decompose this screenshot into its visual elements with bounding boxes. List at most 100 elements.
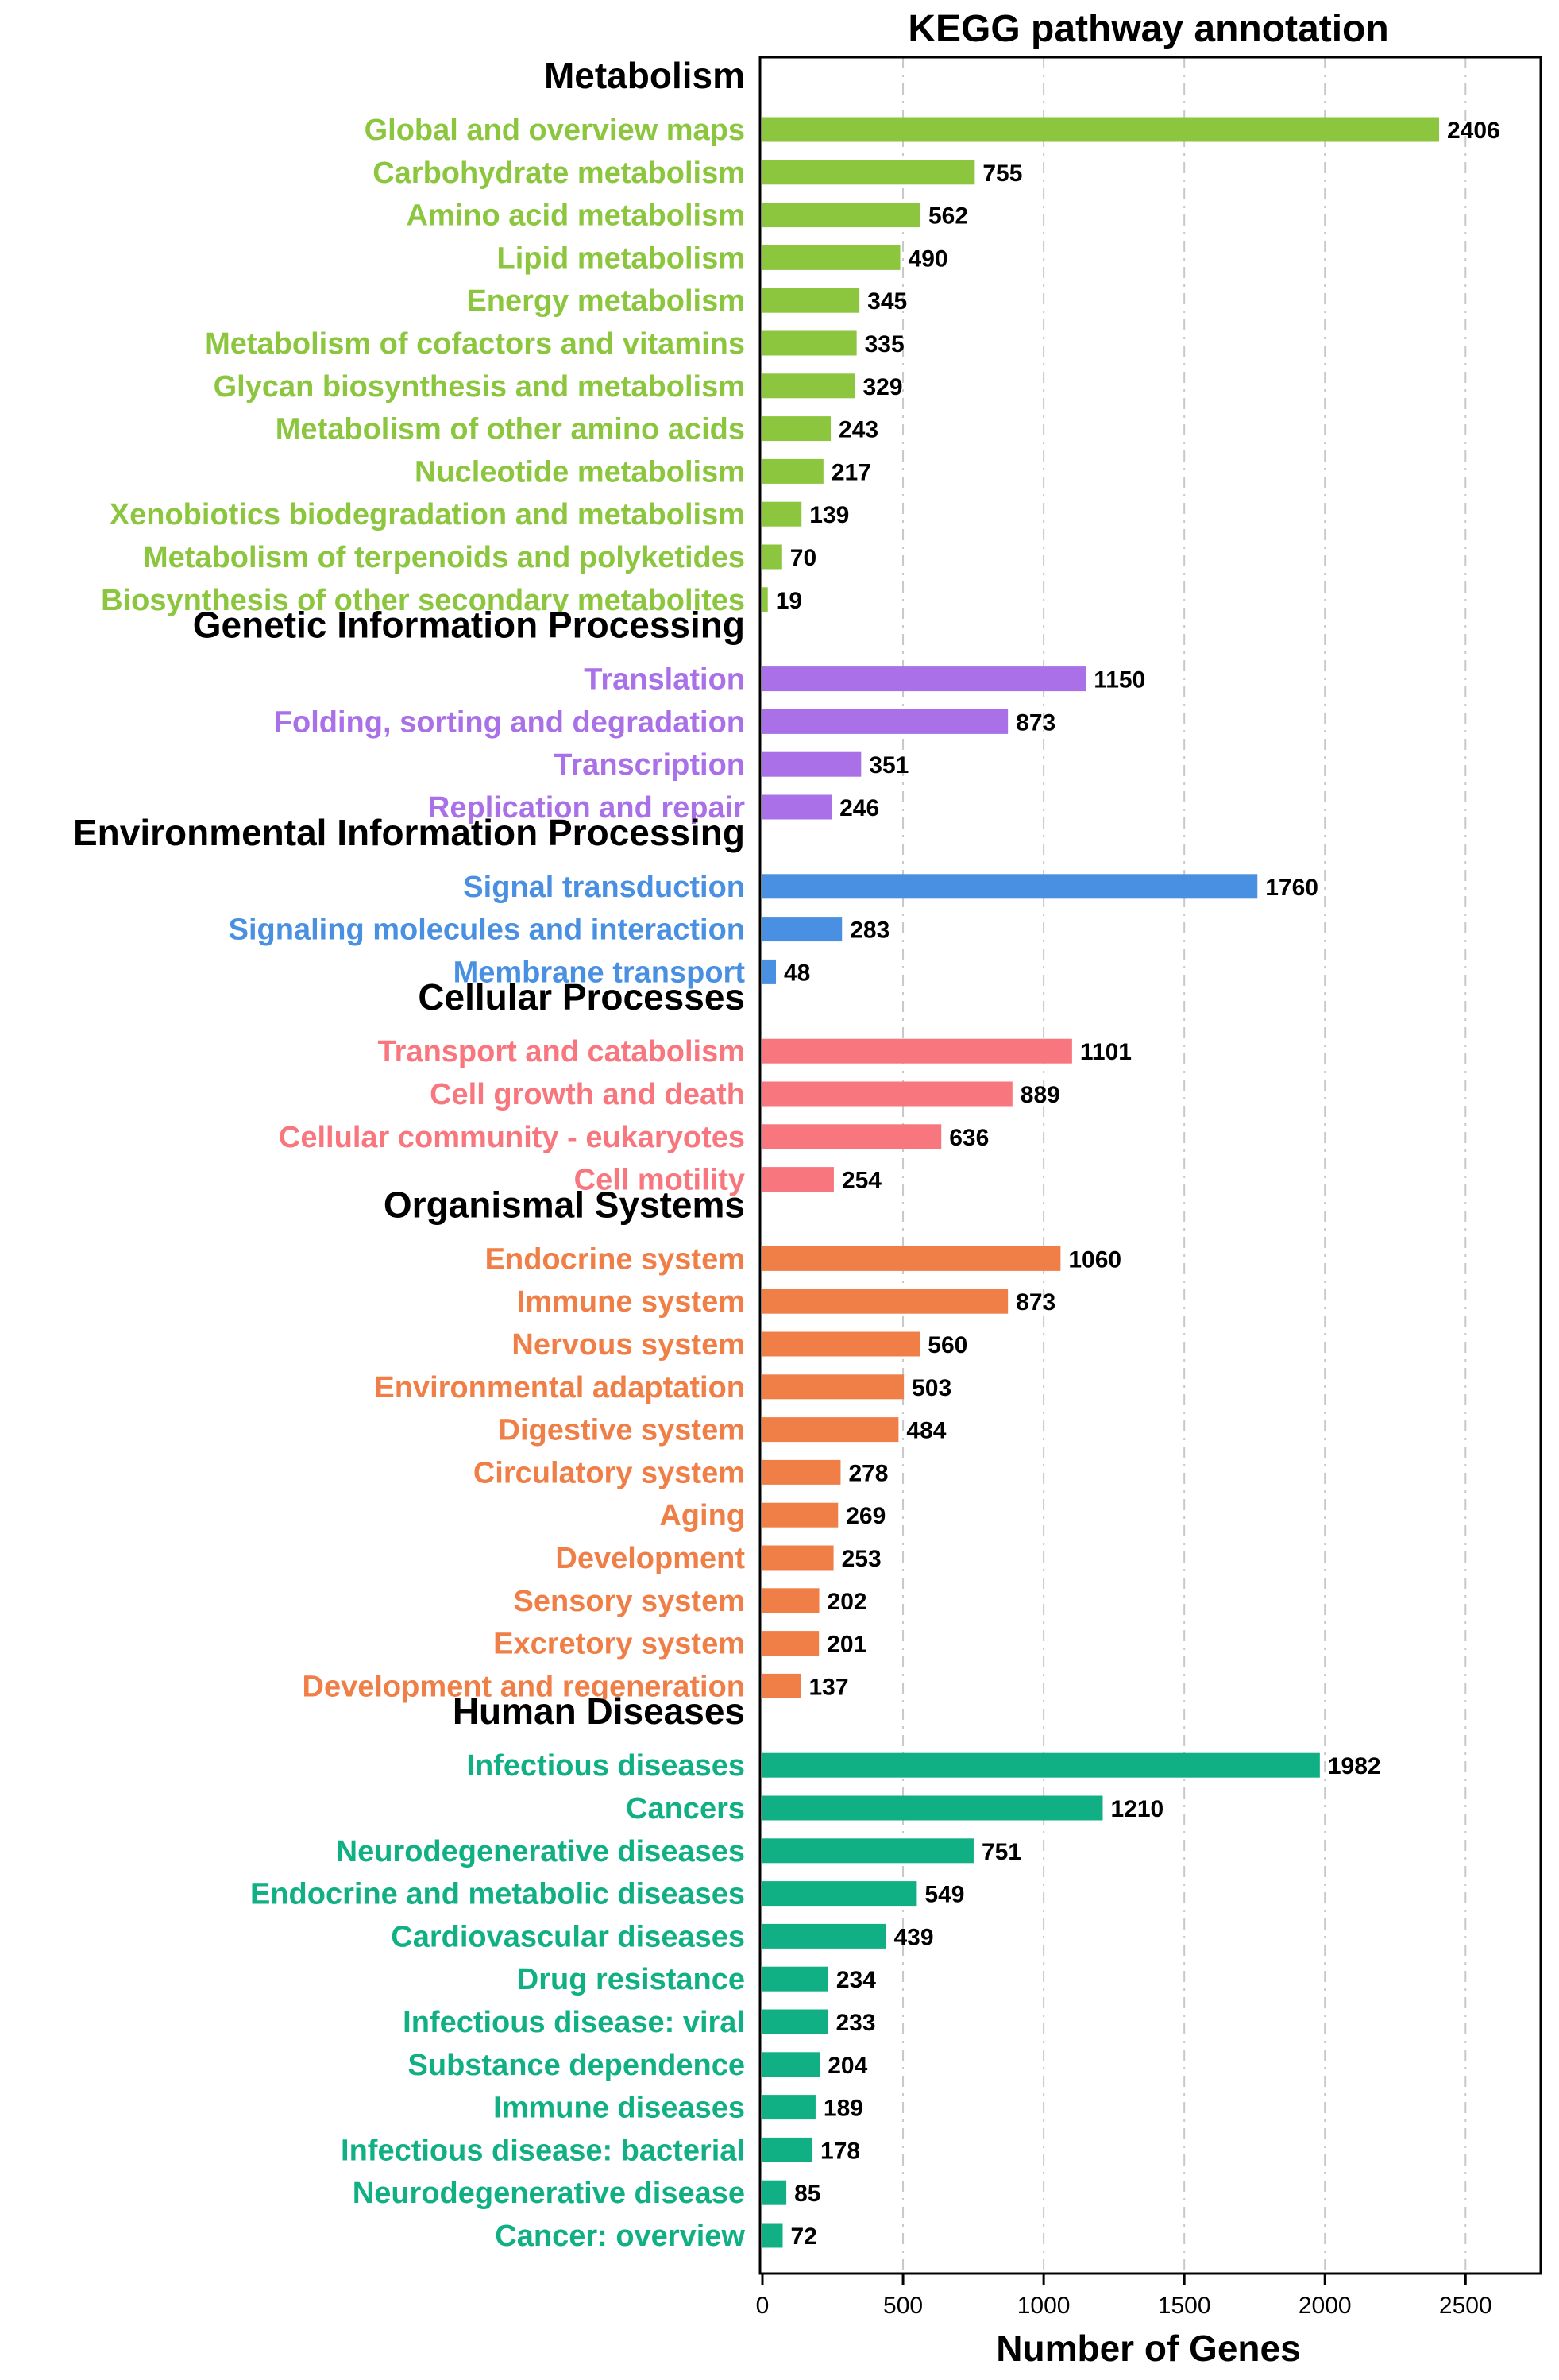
bar (762, 1881, 917, 1907)
bar-value-label: 1210 (1110, 1796, 1163, 1822)
category-label: Development (555, 1542, 745, 1575)
category-label: Nervous system (511, 1328, 745, 1362)
bar (762, 203, 921, 228)
bar (762, 416, 832, 442)
bar (762, 709, 1009, 734)
bar-value-label: 278 (848, 1460, 888, 1486)
bar-value-label: 233 (836, 2010, 876, 2036)
bar (762, 587, 768, 612)
bar-value-label: 335 (865, 331, 905, 357)
category-label: Circulatory system (473, 1456, 745, 1489)
bar-value-label: 2406 (1447, 118, 1500, 144)
category-label: Endocrine and metabolic diseases (250, 1878, 745, 1911)
category-label: Membrane transport (453, 956, 746, 989)
category-label: Metabolism of cofactors and vitamins (205, 327, 745, 361)
bar-value-label: 751 (982, 1839, 1021, 1865)
bar (762, 666, 1086, 692)
category-label: Metabolism of terpenoids and polyketides (143, 541, 745, 574)
bar-value-label: 243 (839, 417, 878, 443)
grid-lines (902, 57, 1467, 2274)
bar (762, 751, 862, 777)
category-label: Global and overview maps (365, 114, 745, 147)
bar-value-label: 234 (836, 1967, 876, 1993)
bar (762, 1459, 841, 1485)
bar-value-label: 562 (928, 203, 968, 230)
bar (762, 373, 855, 399)
category-label: Immune diseases (493, 2092, 745, 2125)
bar-value-label: 269 (846, 1503, 886, 1529)
bar-value-label: 70 (790, 545, 816, 571)
bar (762, 458, 824, 484)
bar (762, 2052, 820, 2077)
bar (762, 544, 782, 570)
bar-value-label: 283 (850, 918, 889, 944)
bar (762, 1167, 834, 1192)
category-label: Aging (659, 1499, 745, 1532)
bar (762, 1124, 942, 1149)
bar-value-label: 246 (839, 795, 879, 821)
category-label: Digestive system (499, 1414, 746, 1447)
bar-value-label: 484 (906, 1418, 946, 1444)
bar (762, 794, 832, 820)
bar (762, 330, 857, 356)
category-label: Glycan biosynthesis and metabolism (214, 370, 745, 404)
bar-value-label: 1101 (1080, 1039, 1132, 1065)
bar (762, 917, 843, 942)
bar (762, 1923, 886, 1949)
bar-value-label: 202 (828, 1589, 867, 1615)
group-header: Genetic Information Processing (193, 605, 745, 646)
bar-value-label: 189 (824, 2096, 863, 2122)
category-label: Nucleotide metabolism (415, 455, 745, 489)
x-tick-label: 2500 (1439, 2293, 1492, 2319)
bar-value-label: 254 (842, 1168, 882, 1194)
bar-value-label: 873 (1016, 1289, 1055, 1316)
category-label: Cardiovascular diseases (391, 1920, 745, 1953)
category-label: Immune system (517, 1285, 745, 1319)
bar-value-label: 439 (893, 1924, 933, 1950)
category-label: Lipid metabolism (497, 241, 745, 275)
bar-value-label: 1060 (1068, 1246, 1121, 1273)
category-label: Signaling molecules and interaction (229, 914, 745, 947)
category-label: Transport and catabolism (378, 1035, 745, 1068)
x-tick-label: 0 (756, 2293, 770, 2319)
bar (762, 1331, 920, 1357)
bar (762, 1038, 1072, 1064)
bar (762, 2223, 783, 2248)
bar-value-label: 503 (912, 1375, 951, 1401)
category-label: Metabolism of other amino acids (276, 413, 745, 446)
category-label: Infectious disease: viral (403, 2006, 745, 2039)
x-axis-label: Number of Genes (996, 2328, 1300, 2369)
bar (762, 1673, 801, 1698)
bar (762, 117, 1439, 142)
category-label: Substance dependence (408, 2049, 745, 2082)
bar-value-label: 253 (842, 1546, 882, 1572)
category-label: Signal transduction (463, 871, 745, 904)
category-label: Biosynthesis of other secondary metaboli… (101, 584, 745, 617)
category-label: Amino acid metabolism (406, 199, 745, 233)
bar-value-label: 490 (909, 245, 948, 272)
category-label: Development and regeneration (303, 1670, 745, 1703)
bar-value-label: 1760 (1265, 875, 1318, 901)
bar (762, 1838, 974, 1864)
category-label: Endocrine system (485, 1242, 745, 1276)
bar-value-label: 351 (869, 752, 909, 779)
bar-value-label: 1150 (1094, 667, 1145, 694)
bar (762, 874, 1258, 899)
category-labels: Metabolism Global and overview maps Carboh… (73, 55, 745, 2253)
bar (762, 1417, 899, 1443)
bar (762, 1289, 1009, 1314)
bar (762, 501, 802, 527)
category-label: Transcription (554, 748, 745, 782)
category-label: Sensory system (514, 1585, 746, 1618)
category-label: Translation (584, 663, 745, 697)
category-label: Cancer: overview (495, 2220, 745, 2253)
bar (762, 1502, 839, 1528)
category-label: Drug resistance (517, 1963, 745, 1996)
bar (762, 2180, 787, 2205)
category-label: Carbohydrate metabolism (372, 156, 745, 190)
category-label: Excretory system (493, 1628, 745, 1661)
bar (762, 1081, 1013, 1107)
group-header: Human Diseases (453, 1690, 745, 1732)
